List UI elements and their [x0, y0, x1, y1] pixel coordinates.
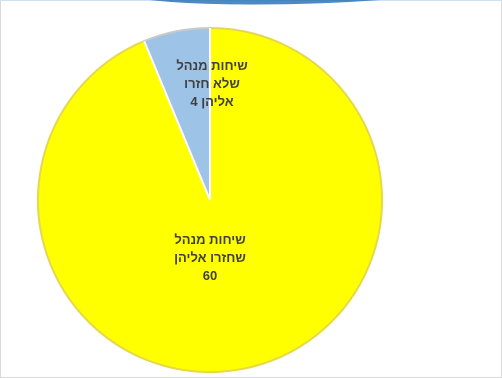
- data-label-not-returned: שיחות מנהל שלא חזרו אליהן 4: [176, 58, 247, 109]
- data-label-line: שלא חזרו: [184, 76, 240, 91]
- data-label-line: אליהן 4: [190, 94, 233, 109]
- data-label-line: שיחות מנהל: [176, 58, 247, 73]
- slice-separator: [143, 40, 211, 201]
- top-accent-bar: [0, 0, 502, 5]
- data-label-line: 60: [203, 268, 217, 283]
- data-label-returned: שיחות מנהל שחזרו אליהן 60: [174, 232, 246, 283]
- data-label-line: שיחות מנהל: [174, 232, 245, 247]
- data-label-line: שחזרו אליהן: [174, 250, 246, 265]
